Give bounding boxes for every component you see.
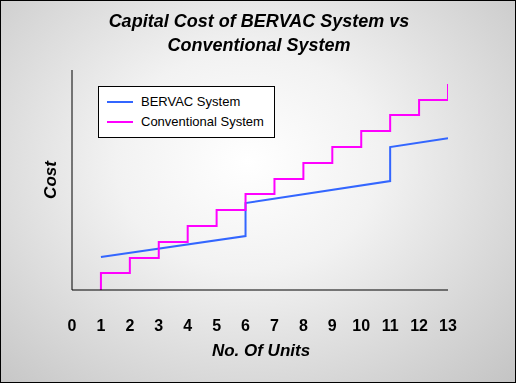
- svg-text:6: 6: [241, 317, 250, 334]
- html-text:No. Of Units: No. Of Units: [211, 341, 311, 360]
- html-text:Cost: Cost: [41, 161, 60, 199]
- svg-text:9: 9: [328, 317, 337, 334]
- html-text:Capital Cost of BERVAC System: Capital Cost of BERVAC System vs Convent…: [108, 11, 410, 55]
- svg-text:0: 0: [68, 317, 77, 334]
- svg-text:13: 13: [439, 317, 457, 334]
- html-text:BERVAC System: BERVAC System: [141, 94, 241, 109]
- svg-text:1: 1: [96, 317, 105, 334]
- svg-text:10: 10: [352, 317, 370, 334]
- svg-text:7: 7: [270, 317, 279, 334]
- svg-text:4: 4: [183, 317, 192, 334]
- svg-text:11: 11: [382, 317, 399, 334]
- svg-text:3: 3: [154, 317, 163, 334]
- svg-text:5: 5: [212, 317, 221, 334]
- html-text:Conventional System: Conventional System: [141, 114, 264, 129]
- svg-text:2: 2: [125, 317, 134, 334]
- svg-text:8: 8: [299, 317, 308, 334]
- svg-text:12: 12: [410, 317, 428, 334]
